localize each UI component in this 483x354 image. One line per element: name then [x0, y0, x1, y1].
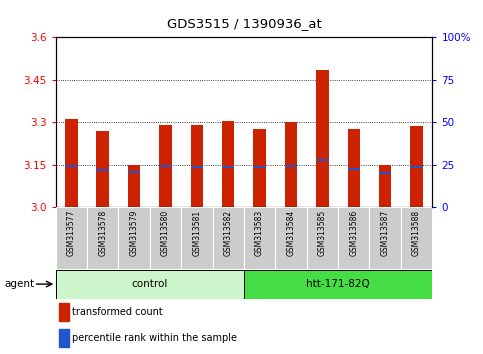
Bar [97, 169, 109, 171]
Bar [285, 165, 298, 167]
Bar [190, 125, 203, 207]
FancyBboxPatch shape [213, 207, 244, 269]
Text: GSM313584: GSM313584 [286, 210, 296, 256]
Bar [379, 165, 391, 207]
Text: GSM313578: GSM313578 [98, 210, 107, 256]
FancyBboxPatch shape [275, 207, 307, 269]
Bar [65, 119, 78, 207]
Bar [59, 329, 69, 347]
FancyBboxPatch shape [56, 270, 244, 298]
Bar [411, 166, 423, 169]
FancyBboxPatch shape [150, 207, 181, 269]
FancyBboxPatch shape [56, 207, 87, 269]
Text: control: control [131, 279, 168, 289]
FancyBboxPatch shape [244, 270, 432, 298]
Bar [253, 129, 266, 207]
Bar [159, 125, 172, 207]
Text: GSM313580: GSM313580 [161, 210, 170, 256]
Bar [411, 126, 423, 207]
Bar [190, 166, 203, 169]
FancyBboxPatch shape [118, 207, 150, 269]
FancyBboxPatch shape [369, 207, 401, 269]
Bar [97, 131, 109, 207]
Text: GSM313588: GSM313588 [412, 210, 421, 256]
Bar [65, 165, 78, 167]
Bar [222, 121, 235, 207]
Bar [59, 303, 69, 321]
Text: GSM313586: GSM313586 [349, 210, 358, 256]
Bar [222, 166, 235, 169]
FancyBboxPatch shape [338, 207, 369, 269]
Text: GSM313582: GSM313582 [224, 210, 233, 256]
FancyBboxPatch shape [87, 207, 118, 269]
Bar [128, 171, 141, 173]
FancyBboxPatch shape [244, 207, 275, 269]
Bar [316, 159, 329, 161]
FancyBboxPatch shape [307, 207, 338, 269]
Text: htt-171-82Q: htt-171-82Q [306, 279, 370, 289]
FancyBboxPatch shape [401, 207, 432, 269]
FancyBboxPatch shape [181, 207, 213, 269]
Text: GSM313577: GSM313577 [67, 210, 76, 256]
Text: GSM313583: GSM313583 [255, 210, 264, 256]
Text: GSM313587: GSM313587 [381, 210, 390, 256]
Bar [348, 129, 360, 207]
Text: transformed count: transformed count [72, 307, 163, 317]
Bar [285, 122, 298, 207]
Text: GSM313581: GSM313581 [192, 210, 201, 256]
Text: agent: agent [5, 279, 35, 289]
Text: GSM313579: GSM313579 [129, 210, 139, 256]
Bar [316, 70, 329, 207]
Bar [348, 168, 360, 170]
Bar [253, 166, 266, 169]
Bar [128, 165, 141, 207]
Bar [379, 172, 391, 174]
Text: GDS3515 / 1390936_at: GDS3515 / 1390936_at [167, 17, 321, 30]
Text: percentile rank within the sample: percentile rank within the sample [72, 333, 238, 343]
Bar [159, 165, 172, 167]
Text: GSM313585: GSM313585 [318, 210, 327, 256]
